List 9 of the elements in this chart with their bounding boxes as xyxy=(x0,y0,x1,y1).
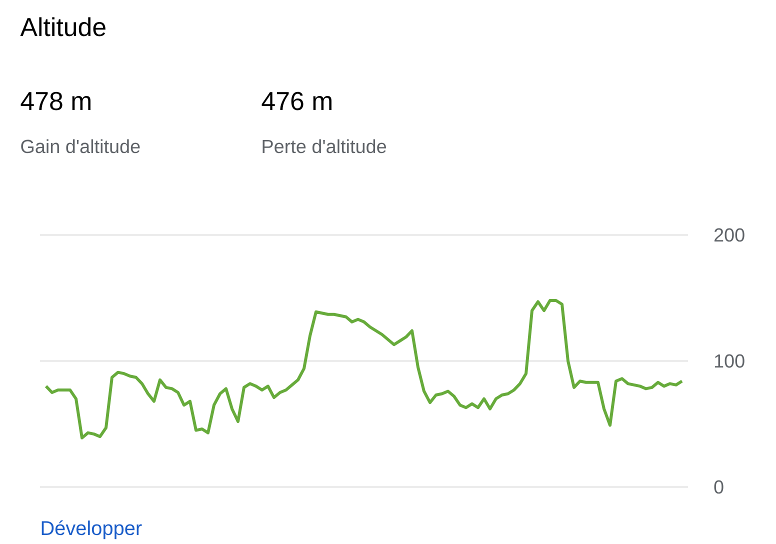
chart-title: Altitude xyxy=(20,17,106,36)
y-tick-label: 0 xyxy=(714,480,724,494)
text: Développer xyxy=(42,520,142,540)
y-tick-label: 200 xyxy=(714,228,744,242)
y-tick-label: 100 xyxy=(714,354,744,368)
text: 478 m xyxy=(20,92,90,110)
text: Gain d'altitude xyxy=(21,139,140,154)
text: 476 m xyxy=(262,92,332,110)
text: Perte d'altitude xyxy=(262,139,386,154)
